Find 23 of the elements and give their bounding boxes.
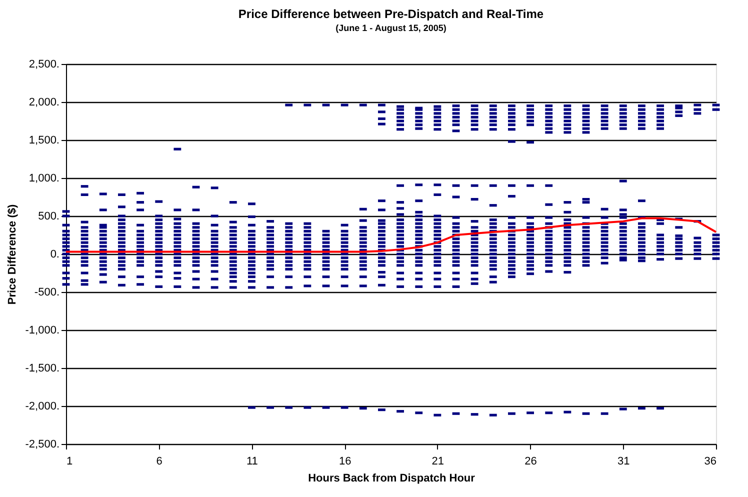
x-tick-label: 1 [66, 456, 73, 468]
x-tick-label: 21 [432, 456, 444, 468]
y-tick-label: 1,500. [28, 134, 60, 146]
y-tick-label: 0. [50, 248, 60, 260]
x-tick-label: 16 [338, 456, 352, 468]
y-tick-label: 500. [38, 210, 60, 222]
y-axis-title: Price Difference ($) [6, 204, 18, 305]
chart-title: Price Difference between Pre-Dispatch and Real-Time [238, 7, 544, 21]
x-axis-title: Hours Back from Dispatch Hour [308, 472, 476, 484]
y-tick-label: -1,500. [25, 362, 60, 374]
x-tick-label: 6 [156, 456, 162, 468]
y-tick-label: -2,500. [25, 438, 60, 450]
y-tick-label: -1,000. [25, 324, 60, 336]
y-tick-label: -500. [34, 286, 60, 298]
x-tick-label: 11 [246, 456, 258, 468]
y-tick-label: 2,000. [28, 96, 60, 108]
y-tick-label: -2,000. [25, 400, 60, 412]
x-tick-label: 31 [618, 456, 630, 468]
y-tick-label: 1,000. [28, 172, 60, 184]
chart-subtitle: (June 1 - August 15, 2005) [336, 23, 446, 33]
x-tick-label: 36 [704, 456, 716, 468]
x-tick-label: 26 [524, 456, 537, 468]
y-tick-label: 2,500. [28, 58, 60, 70]
